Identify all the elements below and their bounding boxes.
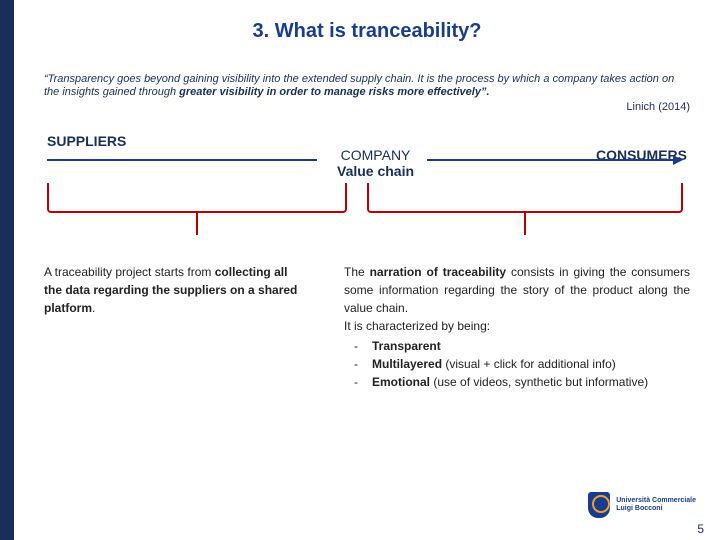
- quote-text: “Transparency goes beyond gaining visibi…: [44, 73, 690, 99]
- value-chain-diagram: SUPPLIERS COMPANY Value chain CONSUMERS: [47, 133, 687, 243]
- logo-text: Università Commerciale Luigi Bocconi: [616, 497, 696, 512]
- logo-line1: Università Commerciale: [616, 497, 696, 505]
- bracket-right: [367, 183, 683, 213]
- arrow-segment-left: [47, 159, 317, 161]
- bullet-text: Emotional (use of videos, synthetic but …: [372, 373, 690, 391]
- bracket-stem-right: [524, 213, 526, 235]
- value-chain-label: Value chain: [337, 163, 414, 179]
- page-number: 5: [697, 522, 704, 536]
- company-label: COMPANY: [341, 147, 411, 163]
- bullet-text: Multilayered (visual + click for additio…: [372, 355, 690, 373]
- dash-icon: -: [344, 337, 372, 355]
- bullet-rest: (visual + click for additional info): [442, 357, 616, 371]
- list-item: - Multilayered (visual + click for addit…: [344, 355, 690, 373]
- list-item: - Emotional (use of videos, synthetic bu…: [344, 373, 690, 391]
- left-text-1: A traceability project starts from: [44, 265, 215, 279]
- bullet-list: - Transparent - Multilayered (visual + c…: [344, 337, 690, 391]
- quote-bold: greater visibility in order to manage ri…: [179, 86, 489, 98]
- diagram-label-suppliers: SUPPLIERS: [47, 133, 126, 149]
- slide-content: 3. What is tranceability? “Transparency …: [14, 0, 720, 540]
- slide-title: 3. What is tranceability?: [44, 20, 690, 43]
- quote-attribution: Linich (2014): [44, 101, 690, 113]
- bullet-bold: Multilayered: [372, 357, 442, 371]
- right-column: The narration of traceability consists i…: [344, 263, 690, 391]
- arrow-segment-right: [427, 159, 673, 161]
- logo-line2: Luigi Bocconi: [616, 505, 696, 513]
- right-intro: The narration of traceability consists i…: [344, 263, 690, 317]
- dash-icon: -: [344, 355, 372, 373]
- right-intro-1: The: [344, 265, 370, 279]
- bullet-rest: (use of videos, synthetic but informativ…: [430, 375, 648, 389]
- dash-icon: -: [344, 373, 372, 391]
- bullet-bold: Emotional: [372, 375, 430, 389]
- bullet-text: Transparent: [372, 337, 690, 355]
- left-column: A traceability project starts from colle…: [44, 263, 304, 391]
- body-columns: A traceability project starts from colle…: [44, 263, 690, 391]
- bracket-left: [47, 183, 347, 213]
- arrow-head-icon: [673, 155, 683, 165]
- bullet-bold: Transparent: [372, 339, 441, 353]
- slide-left-accent: [0, 0, 14, 540]
- university-logo: Università Commerciale Luigi Bocconi: [588, 492, 696, 518]
- shield-icon: [588, 492, 610, 518]
- right-char-by: It is characterized by being:: [344, 317, 690, 335]
- right-intro-bold: narration of traceability: [370, 265, 507, 279]
- diagram-label-company: COMPANY Value chain: [337, 147, 414, 179]
- bracket-stem-left: [196, 213, 198, 235]
- left-text-2: .: [92, 301, 95, 315]
- list-item: - Transparent: [344, 337, 690, 355]
